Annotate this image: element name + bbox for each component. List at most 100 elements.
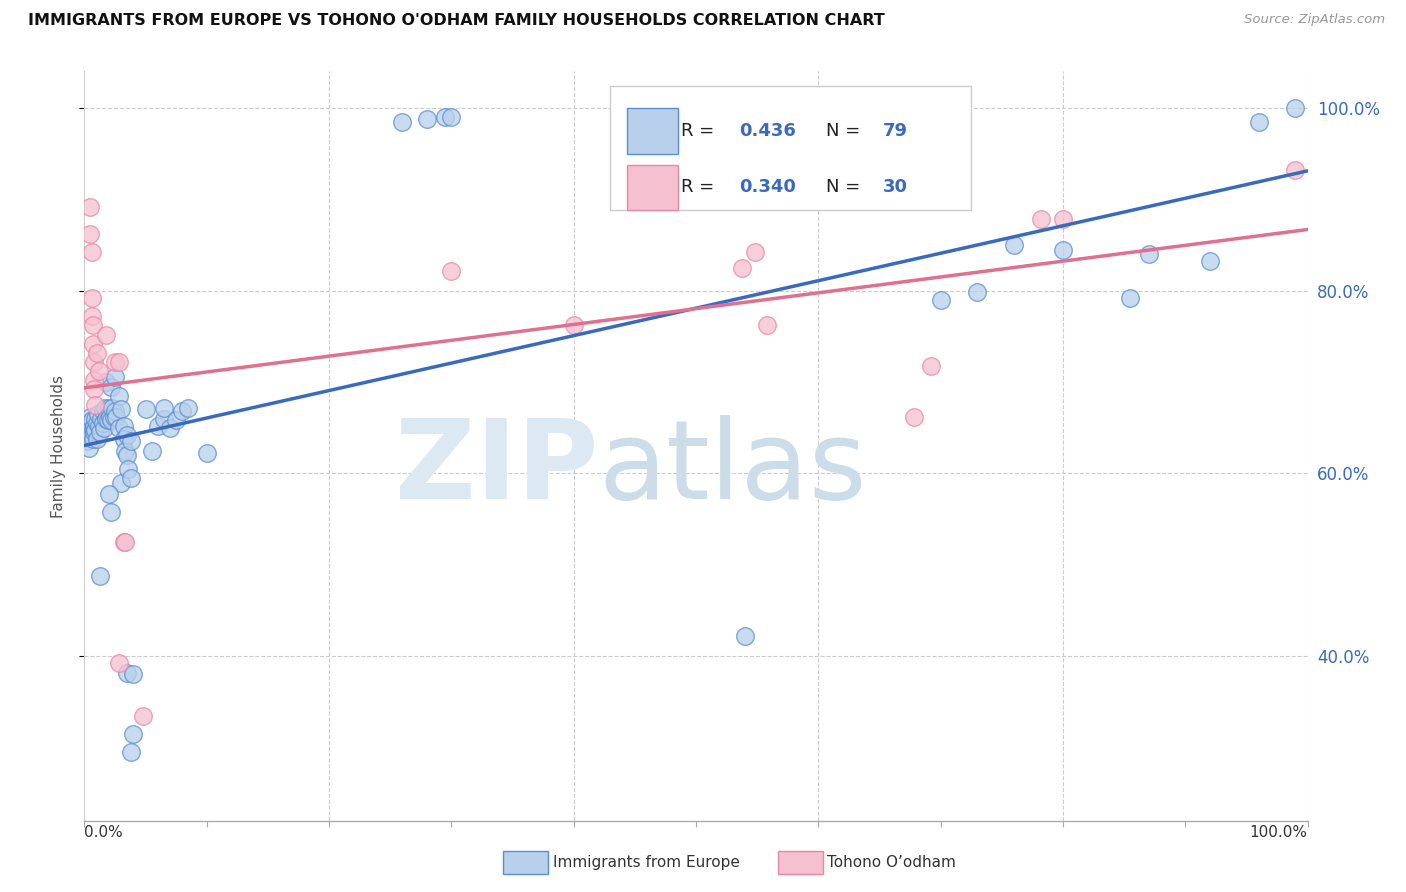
Point xyxy=(91,416,114,430)
Point xyxy=(120,434,142,449)
Point xyxy=(84,411,107,425)
Text: 0.436: 0.436 xyxy=(738,122,796,140)
Point xyxy=(76,434,98,449)
Point xyxy=(82,432,104,446)
Point xyxy=(107,355,129,369)
Point xyxy=(1029,212,1052,227)
FancyBboxPatch shape xyxy=(627,109,678,154)
Point xyxy=(80,245,103,260)
Point xyxy=(146,418,169,433)
Point xyxy=(115,665,138,680)
Point xyxy=(107,657,129,671)
Point xyxy=(165,413,187,427)
Point xyxy=(159,421,181,435)
Point xyxy=(112,418,135,433)
Point xyxy=(97,413,120,427)
Text: 30: 30 xyxy=(883,178,908,196)
Point xyxy=(177,401,200,415)
Point xyxy=(96,411,118,425)
Text: 79: 79 xyxy=(883,122,908,140)
Point xyxy=(755,318,778,333)
FancyBboxPatch shape xyxy=(627,165,678,211)
Text: 0.0%: 0.0% xyxy=(84,825,124,840)
Point xyxy=(79,423,101,437)
Point xyxy=(114,535,136,549)
Point xyxy=(1052,212,1074,227)
Point xyxy=(97,486,120,500)
Point xyxy=(153,411,176,425)
Point xyxy=(103,409,125,424)
Point xyxy=(1284,163,1306,178)
Point xyxy=(80,413,103,427)
Point xyxy=(87,418,110,433)
Point xyxy=(100,505,122,519)
Point xyxy=(110,475,132,490)
Point xyxy=(744,245,766,260)
Point xyxy=(107,421,129,435)
Point xyxy=(114,443,136,458)
Point xyxy=(96,375,118,389)
Point xyxy=(440,263,463,277)
Point xyxy=(82,336,104,351)
Point xyxy=(79,409,101,424)
Point xyxy=(83,418,105,433)
Point xyxy=(929,293,952,307)
Point xyxy=(117,462,139,476)
Point xyxy=(679,130,702,145)
Text: 100.0%: 100.0% xyxy=(1250,825,1308,840)
Point xyxy=(98,409,121,424)
Point xyxy=(87,364,110,378)
Point xyxy=(122,667,145,681)
Point xyxy=(115,428,138,442)
Point xyxy=(83,425,105,440)
Point xyxy=(86,346,108,360)
Point xyxy=(110,402,132,417)
Point xyxy=(105,409,128,424)
Point xyxy=(82,318,104,333)
Point xyxy=(434,110,457,124)
Point xyxy=(1284,101,1306,115)
Point xyxy=(115,448,138,462)
Point xyxy=(391,114,413,128)
Text: R =: R = xyxy=(682,122,720,140)
Point xyxy=(90,411,112,425)
Point xyxy=(195,446,218,460)
Text: R =: R = xyxy=(682,178,720,196)
Point xyxy=(79,200,101,214)
Point xyxy=(93,421,115,435)
Text: 0.340: 0.340 xyxy=(738,178,796,196)
Point xyxy=(86,416,108,430)
Point xyxy=(87,407,110,421)
Point xyxy=(91,404,114,418)
Point xyxy=(141,443,163,458)
Point xyxy=(734,629,756,643)
Point xyxy=(132,708,155,723)
Point xyxy=(97,401,120,415)
Point xyxy=(112,535,135,549)
Point xyxy=(89,425,111,440)
Y-axis label: Family Households: Family Households xyxy=(51,375,66,517)
Point xyxy=(79,227,101,241)
Point xyxy=(94,401,117,415)
Point xyxy=(82,421,104,435)
Text: ZIP: ZIP xyxy=(395,415,598,522)
Point xyxy=(135,402,157,417)
Point xyxy=(1002,238,1025,252)
Point xyxy=(83,382,105,396)
Point xyxy=(172,404,194,418)
Point xyxy=(1137,247,1160,261)
Point xyxy=(80,291,103,305)
Point xyxy=(122,727,145,741)
Point xyxy=(903,409,925,424)
Point xyxy=(89,568,111,582)
Point xyxy=(104,355,127,369)
Point xyxy=(120,745,142,759)
Point xyxy=(120,471,142,485)
Point xyxy=(112,432,135,446)
Point xyxy=(153,401,176,415)
Point xyxy=(562,318,585,333)
Point xyxy=(86,432,108,446)
Point xyxy=(416,112,439,126)
Point xyxy=(96,327,118,342)
Point xyxy=(104,370,127,384)
